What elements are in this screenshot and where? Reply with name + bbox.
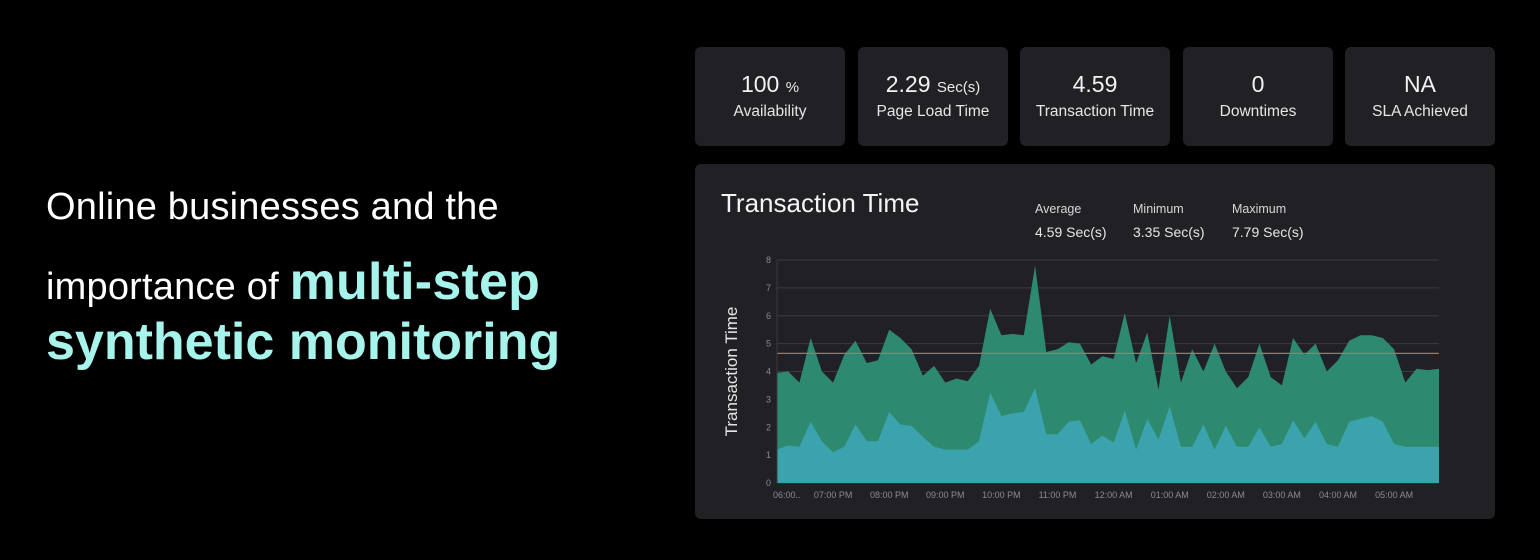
headline-accent-1: multi-step xyxy=(289,253,541,311)
stat-value: 2.29 xyxy=(885,71,931,97)
stat-value: NA xyxy=(1404,71,1436,97)
stat-value-row: 2.29 Sec(s) xyxy=(858,71,1008,98)
headline-line-2: importance of multi-step xyxy=(46,252,540,312)
y-tick-label: 7 xyxy=(766,283,771,293)
stat-value: 4.59 xyxy=(1072,71,1118,97)
x-tick-label: 04:00 AM xyxy=(1319,490,1357,500)
stat-label: Transaction Time xyxy=(1035,103,1155,120)
headline-line-2-plain: importance of xyxy=(46,266,290,308)
x-tick-label: 09:00 PM xyxy=(926,490,965,500)
x-tick-label: 02:00 AM xyxy=(1207,490,1245,500)
x-tick-label: 03:00 AM xyxy=(1263,490,1301,500)
y-tick-label: 2 xyxy=(766,422,771,432)
stat-value-row: 4.59 xyxy=(1020,71,1170,98)
y-tick-label: 3 xyxy=(766,394,771,404)
stat-card-transaction-time: 4.59 Transaction Time xyxy=(1020,47,1170,146)
y-tick-label: 1 xyxy=(766,450,771,460)
headline-accent-2: synthetic monitoring xyxy=(46,313,561,371)
stat-value-row: 100 % xyxy=(695,71,845,98)
series-area-total xyxy=(777,265,1439,483)
stat-card-downtimes: 0 Downtimes xyxy=(1183,47,1333,146)
stat-label: Downtimes xyxy=(1219,103,1297,120)
y-axis-title: Transaction Time xyxy=(722,307,741,437)
stat-value-row: 0 xyxy=(1183,71,1333,98)
x-tick-label: 07:00 PM xyxy=(814,490,853,500)
y-tick-label: 8 xyxy=(766,255,771,265)
stat-unit: % xyxy=(785,79,800,96)
summary-average: Average 4.59 Sec(s) xyxy=(1035,202,1107,240)
stat-value: 100 xyxy=(740,71,780,97)
y-tick-label: 5 xyxy=(766,339,771,349)
summary-label: Maximum xyxy=(1232,202,1287,216)
summary-value: 7.79 Sec(s) xyxy=(1232,224,1304,240)
stat-value: 0 xyxy=(1251,71,1265,97)
transaction-time-panel: 0 1 2 3 4 5 6 7 8 06:00.. 07:00 PM 08:00 PM 09:00 PM… xyxy=(695,164,1495,519)
x-tick-label: 05:00 AM xyxy=(1375,490,1413,500)
summary-value: 3.35 Sec(s) xyxy=(1133,224,1205,240)
headline-line-1: Online businesses and the xyxy=(46,186,499,228)
x-tick-label: 06:00.. xyxy=(773,490,801,500)
x-tick-label: 01:00 AM xyxy=(1151,490,1189,500)
x-tick-label: 12:00 AM xyxy=(1095,490,1133,500)
stat-unit: Sec(s) xyxy=(936,79,981,96)
stat-card-availability: 100 % Availability xyxy=(695,47,845,146)
summary-minimum: Minimum 3.35 Sec(s) xyxy=(1133,202,1205,240)
stat-label: SLA Achieved xyxy=(1372,103,1468,120)
y-tick-label: 0 xyxy=(766,478,771,488)
stat-value-row: NA xyxy=(1345,71,1495,98)
summary-label: Minimum xyxy=(1133,202,1184,216)
x-tick-label: 08:00 PM xyxy=(870,490,909,500)
stat-card-sla-achieved: NA SLA Achieved xyxy=(1345,47,1495,146)
panel-title: Transaction Time xyxy=(721,188,920,218)
stat-card-page-load-time: 2.29 Sec(s) Page Load Time xyxy=(858,47,1008,146)
x-tick-label: 11:00 PM xyxy=(1039,490,1077,500)
x-tick-label: 10:00 PM xyxy=(982,490,1021,500)
summary-label: Average xyxy=(1035,202,1082,216)
summary-value: 4.59 Sec(s) xyxy=(1035,224,1107,240)
y-tick-label: 4 xyxy=(766,367,771,377)
stat-label: Page Load Time xyxy=(876,103,990,120)
stats-row: 100 % Availability 2.29 Sec(s) Page Load… xyxy=(695,47,1495,146)
summary-maximum: Maximum 7.79 Sec(s) xyxy=(1232,202,1304,240)
y-tick-label: 6 xyxy=(766,311,771,321)
stat-label: Availability xyxy=(733,103,807,120)
transaction-time-chart: 0 1 2 3 4 5 6 7 8 06:00.. 07:00 PM 08:00 PM 09:00 PM… xyxy=(722,255,1439,500)
series-area-lower xyxy=(777,388,1439,483)
